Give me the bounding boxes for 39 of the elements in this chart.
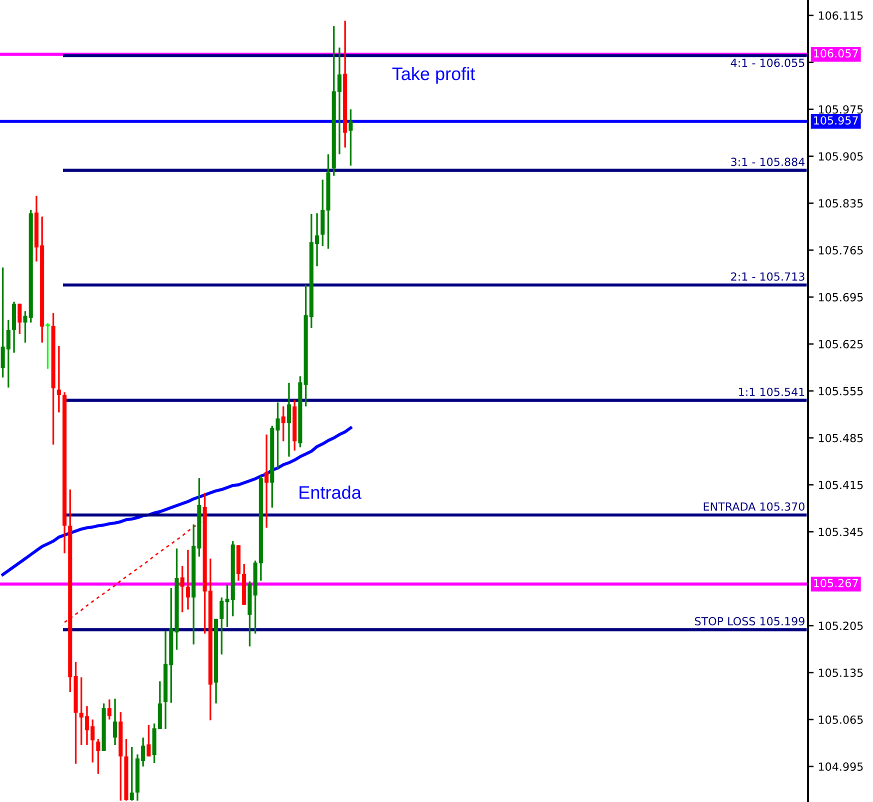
y-tick-label: 105.205 xyxy=(818,622,863,630)
series-label: STOP LOSS 105.199 xyxy=(694,617,804,626)
y-tick-label: 104.995 xyxy=(818,762,863,771)
ref-line-label: 105.957 xyxy=(814,116,858,125)
series-label: 1:1 105.541 xyxy=(739,388,804,396)
ref-line-label: 106.057 xyxy=(814,49,858,58)
y-tick-label: 105.695 xyxy=(818,293,863,302)
y-tick-label: 105.905 xyxy=(818,152,863,161)
candlestick xyxy=(281,406,286,442)
y-tick-label: 105.625 xyxy=(818,340,863,348)
y-tick-label: 105.765 xyxy=(818,246,863,254)
y-tick-label: 105.135 xyxy=(818,668,863,677)
candlestick xyxy=(56,345,61,414)
series-label: ENTRADA 105.370 xyxy=(704,502,804,511)
y-tick-label: 105.345 xyxy=(818,528,863,536)
candlestick xyxy=(96,738,100,775)
y-tick-label: 105.415 xyxy=(818,480,863,490)
y-tick-label: 105.975 xyxy=(818,105,863,114)
y-tick-label: 105.835 xyxy=(818,199,863,208)
candlestick xyxy=(180,565,184,614)
annotation: Entrada xyxy=(300,486,362,499)
candlestick xyxy=(286,382,291,458)
series-label: 3:1 - 105.884 xyxy=(731,158,805,166)
candlestick xyxy=(146,724,151,758)
candlestick xyxy=(348,108,353,166)
candlestick xyxy=(18,302,22,335)
ref-line-label: 105.267 xyxy=(814,578,858,588)
candlestick xyxy=(113,698,118,746)
y-tick-label: 105.065 xyxy=(818,715,863,724)
candlestick xyxy=(186,549,190,610)
y-tick-label: 105.485 xyxy=(818,434,863,442)
series-label: 4:1 - 106.055 xyxy=(730,58,804,68)
candlestick xyxy=(264,434,269,529)
annotation: Take profit xyxy=(392,66,476,84)
series-label: 2:1 - 105.713 xyxy=(731,272,804,281)
y-tick-label: 106.115 xyxy=(818,11,863,20)
y-tick-label: 105.555 xyxy=(818,386,863,396)
candlestick xyxy=(130,746,134,802)
candlestick xyxy=(107,698,112,720)
